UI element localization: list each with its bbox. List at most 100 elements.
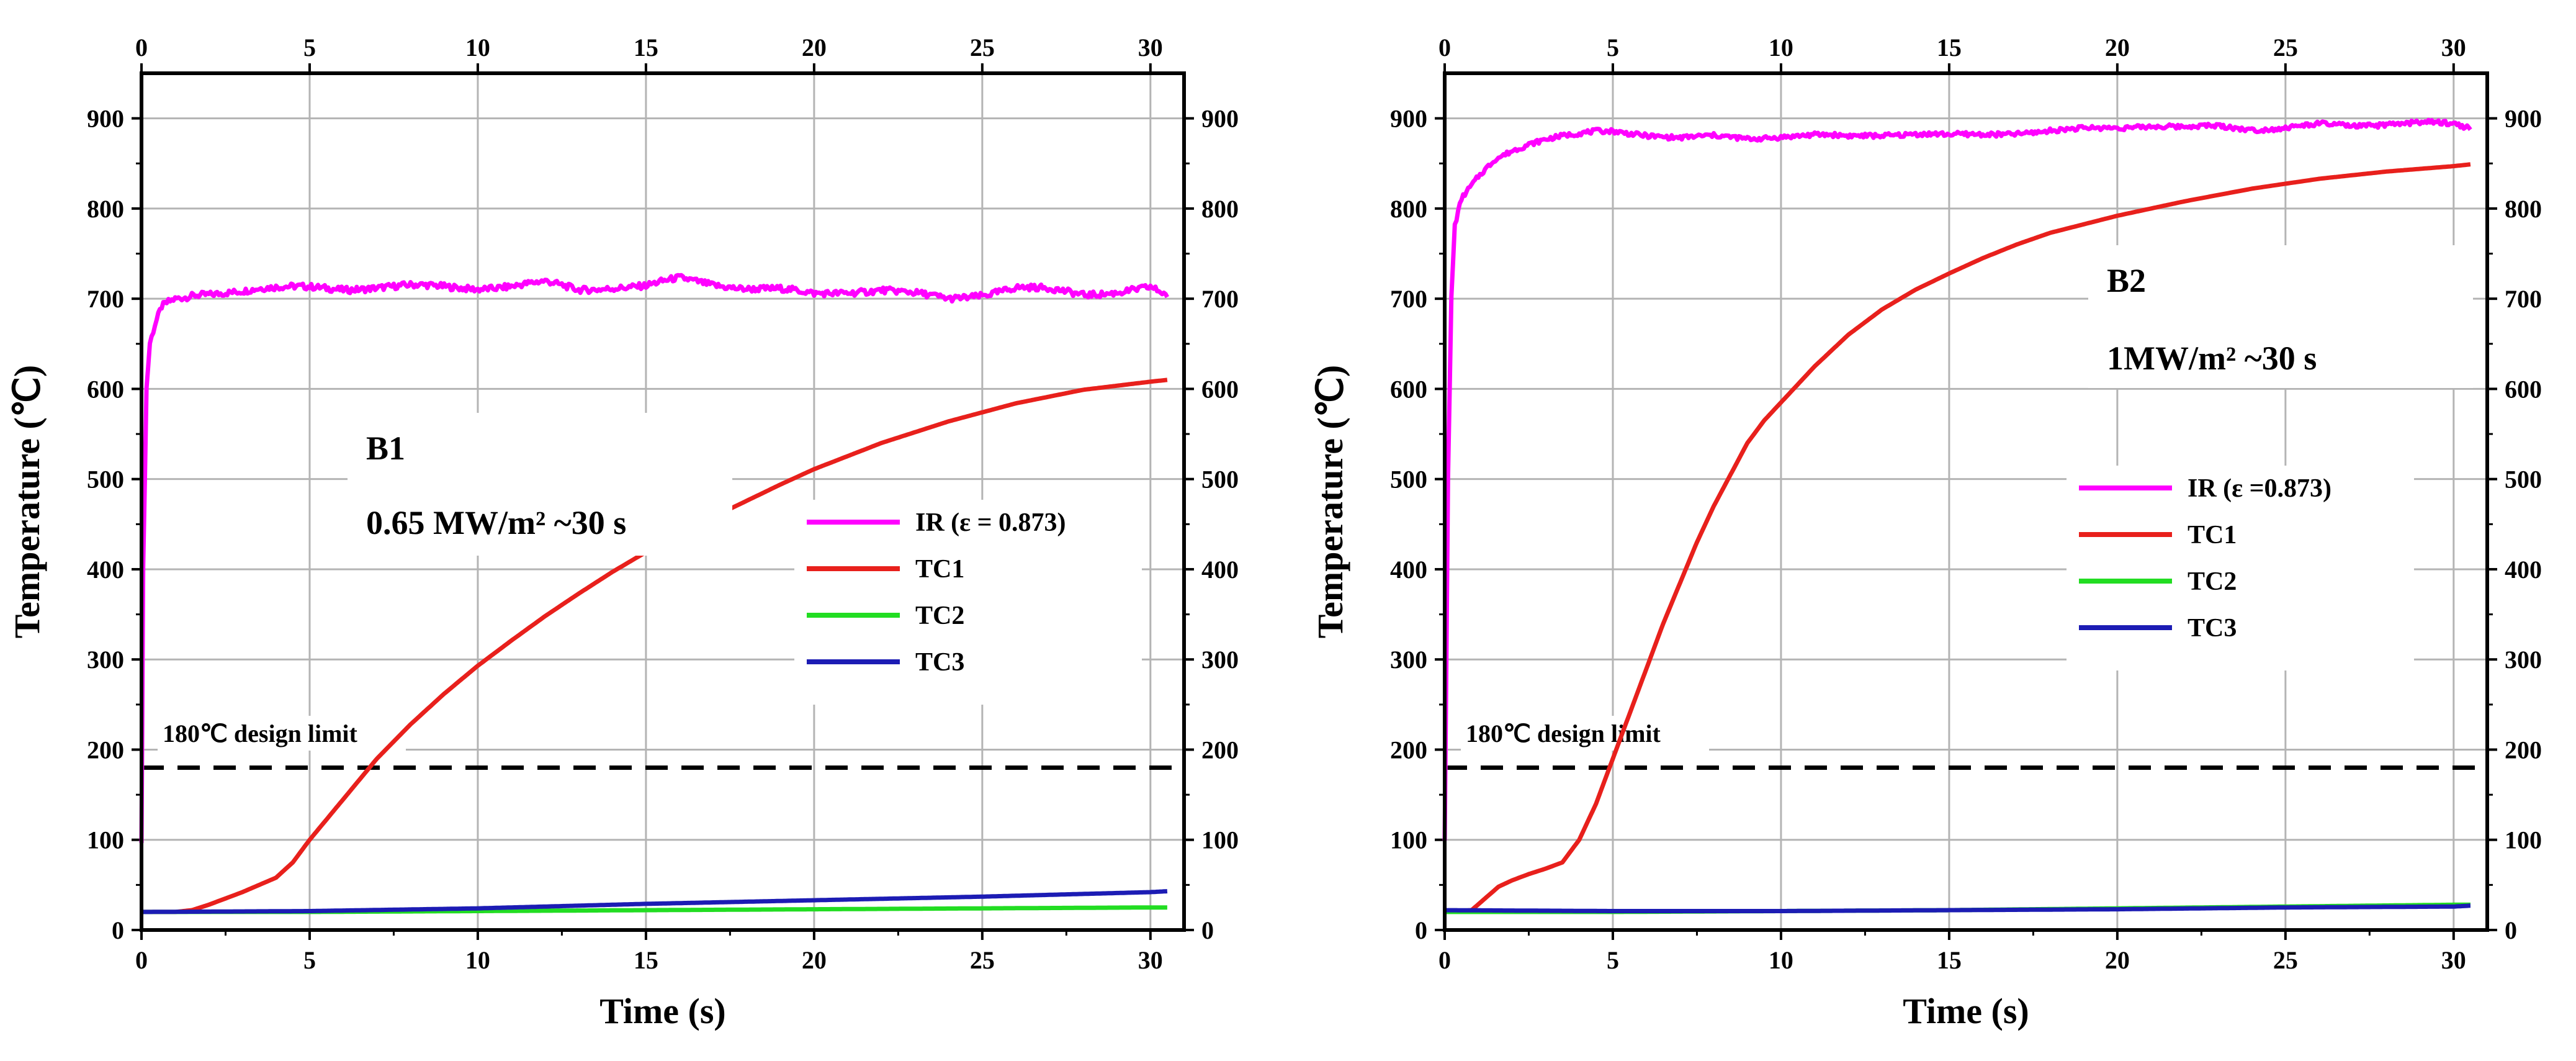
annotation-bg [348,413,732,556]
series-group [1442,117,2472,914]
legend-label: TC1 [915,555,964,584]
x-tick-label-top: 25 [2273,34,2298,61]
series-line-tc3 [1444,903,2471,913]
y-axis-title: Temperature (℃) [7,365,47,638]
legend-label: TC3 [2188,614,2237,643]
legend: IR (ε =0.873) TC1 TC2 TC3 [2067,466,2414,670]
y-tick-label: 0 [1415,916,1427,944]
y-axis-title: Temperature (℃) [1310,365,1350,638]
y-tick-label-right: 800 [2505,195,2542,223]
x-tick-label-top: 10 [465,34,490,61]
x-tick-label: 5 [303,946,316,974]
x-tick-label: 25 [970,946,995,974]
y-tick-label: 600 [1390,375,1427,403]
y-tick-label-right: 800 [1201,195,1239,223]
y-tick-label: 100 [87,826,124,854]
x-tick-label: 10 [1769,946,1793,974]
y-tick-label-right: 400 [1201,556,1239,584]
legend: IR (ε = 0.873) TC1 TC2 TC3 [794,500,1142,705]
design-limit-label-bg [1461,716,1709,751]
y-tick-label: 800 [87,195,124,223]
y-tick-label: 700 [87,285,124,313]
y-tick-label: 700 [1390,285,1427,313]
legend-bg [794,500,1142,705]
plot-frame [1443,71,2489,932]
x-tick-label: 30 [2441,946,2466,974]
legend-label: TC3 [915,648,964,677]
y-tick-label: 100 [1390,826,1427,854]
x-tick-label: 25 [2273,946,2298,974]
legend-bg [2067,466,2414,670]
y-tick-label-right: 300 [1201,646,1239,674]
x-tick-label: 0 [1438,946,1451,974]
x-axis-title: Time (s) [1903,991,2029,1031]
x-tick-label: 5 [1607,946,1619,974]
y-tick-label-right: 900 [1201,105,1239,133]
legend-label: TC1 [2188,521,2237,549]
y-tick-label-right: 0 [2505,916,2517,944]
y-tick-label-right: 700 [1201,285,1239,313]
y-tick-label-right: 100 [2505,826,2542,854]
y-tick-label: 300 [1390,646,1427,674]
x-tick-label-top: 0 [1438,34,1451,61]
x-tick-label-top: 20 [2105,34,2130,61]
y-tick-label-right: 300 [2505,646,2542,674]
x-tick-label-top: 20 [802,34,827,61]
y-tick-label-right: 100 [1201,826,1239,854]
y-tick-label: 900 [87,105,124,133]
x-tick-label-top: 15 [634,34,658,61]
series-line-tc1 [1444,162,2471,914]
y-tick-label: 500 [1390,466,1427,494]
annotation-line: 0.65 MW/m² ~30 s [366,504,626,541]
y-tick-label-right: 600 [2505,375,2542,403]
x-tick-label-top: 5 [1607,34,1619,61]
design-limit-label: 180℃ design limit [163,720,358,747]
y-tick-label-right: 200 [2505,736,2542,764]
series-line-tc3 [141,889,1168,914]
x-tick-label: 30 [1138,946,1163,974]
annotation-line: 1MW/m² ~30 s [2107,340,2317,377]
x-tick-label-top: 15 [1937,34,1962,61]
y-tick-label: 400 [87,556,124,584]
x-tick-label-top: 0 [135,34,148,61]
series-line-ir-0-873- [139,273,1169,843]
x-tick-label-top: 30 [2441,34,2466,61]
y-tick-label-right: 0 [1201,916,1214,944]
annotation-line: B2 [2107,262,2146,299]
y-tick-label-right: 700 [2505,285,2542,313]
series-line-ir-0-873- [1442,117,2472,841]
x-tick-label-top: 25 [970,34,995,61]
y-tick-label: 800 [1390,195,1427,223]
annotation: B2 1MW/m² ~30 s [2088,245,2473,388]
annotation-line: B1 [366,430,405,467]
annotation-bg [2088,245,2473,388]
legend-label: TC2 [2188,567,2237,596]
legend-label: TC2 [915,602,964,630]
design-limit-label-bg [158,716,406,751]
legend-label: IR (ε =0.873) [2188,474,2331,503]
design-limit-label: 180℃ design limit [1466,720,1661,747]
y-tick-label: 200 [87,736,124,764]
x-tick-label: 10 [465,946,490,974]
x-tick-label-top: 5 [303,34,316,61]
y-tick-label: 200 [1390,736,1427,764]
x-tick-label: 15 [634,946,658,974]
x-tick-label: 20 [2105,946,2130,974]
y-tick-label-right: 500 [1201,466,1239,494]
y-tick-label: 400 [1390,556,1427,584]
x-tick-label-top: 10 [1769,34,1793,61]
x-axis-title: Time (s) [599,991,726,1031]
y-tick-label: 600 [87,375,124,403]
legend-label: IR (ε = 0.873) [915,508,1066,537]
x-tick-label: 20 [802,946,827,974]
x-tick-label: 15 [1937,946,1962,974]
x-tick-label-top: 30 [1138,34,1163,61]
y-tick-label-right: 600 [1201,375,1239,403]
y-tick-label-right: 500 [2505,466,2542,494]
y-tick-label: 500 [87,466,124,494]
y-tick-label: 900 [1390,105,1427,133]
y-tick-label: 300 [87,646,124,674]
